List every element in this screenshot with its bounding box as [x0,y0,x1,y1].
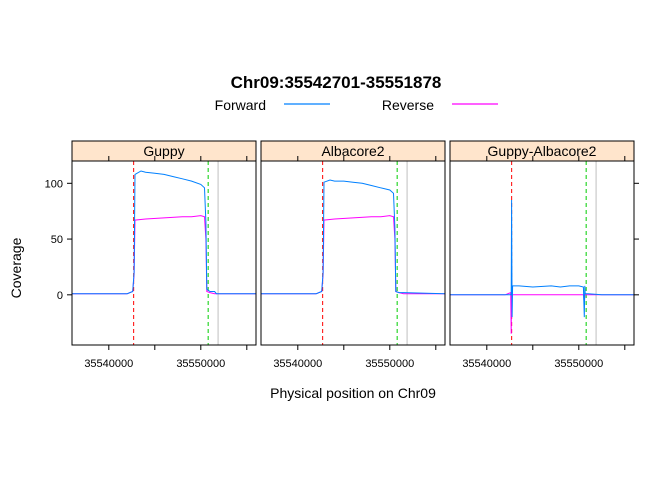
panel-frame [449,160,635,346]
panel-strip-label: Guppy-Albacore2 [488,143,597,159]
panel-strip-label: Albacore2 [321,143,384,159]
legend-label-reverse: Reverse [382,97,434,113]
y-tick-label: 0 [57,290,63,302]
panel-1: Guppy 35540000 35550000 0 50 100 [45,140,257,370]
x-tick-label: 35540000 [84,358,133,370]
panel-2: Albacore2 35540000 35550000 [260,140,446,370]
y-tick-label: 100 [45,178,63,190]
series-reverse [72,215,256,295]
panel-frame [71,160,257,346]
y-tick-label: 50 [51,234,63,246]
series-forward [450,199,634,318]
series-forward [261,179,446,295]
series-reverse [450,291,634,334]
legend: Forward Reverse [215,97,498,113]
x-tick-label: 35550000 [176,358,225,370]
x-tick-label: 35540000 [462,358,511,370]
panels: Guppy 35540000 35550000 0 50 100 Albacore2 3554… [45,140,639,370]
panel-strip-label: Guppy [143,143,184,159]
x-tick-label: 35550000 [365,358,414,370]
y-axis-label: Coverage [8,237,24,298]
x-axis-label: Physical position on Chr09 [270,385,436,401]
legend-label-forward: Forward [215,97,266,113]
panel-frame [260,160,446,346]
chart-title: Chr09:35542701-35551878 [231,73,442,92]
panel-3: Guppy-Albacore2 35540000 35550000 [449,140,639,370]
x-tick-label: 35540000 [273,358,322,370]
series-reverse [261,215,445,295]
x-tick-label: 35550000 [554,358,603,370]
series-forward [72,170,256,295]
